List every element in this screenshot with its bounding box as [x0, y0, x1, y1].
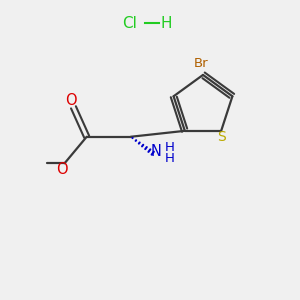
Text: Cl: Cl: [122, 16, 137, 31]
Text: H: H: [165, 152, 175, 165]
Text: Br: Br: [194, 57, 209, 70]
Text: N: N: [151, 144, 161, 159]
Text: H: H: [160, 16, 172, 31]
Text: O: O: [65, 93, 77, 108]
Text: O: O: [56, 162, 68, 177]
Text: H: H: [165, 141, 175, 154]
Text: S: S: [217, 130, 226, 144]
